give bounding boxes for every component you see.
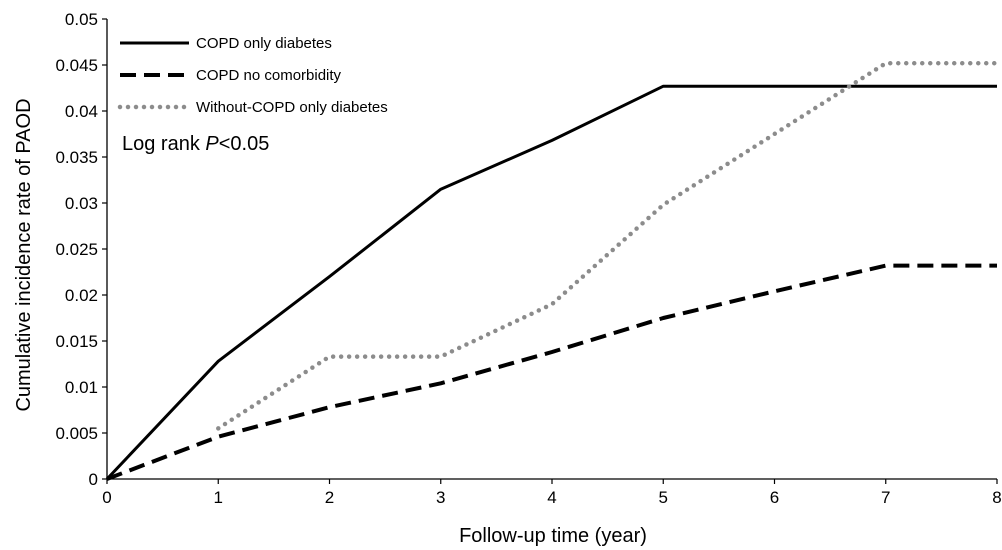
y-tick-label: 0.05 (65, 10, 98, 29)
y-tick-label: 0.02 (65, 286, 98, 305)
y-tick-label: 0.035 (55, 148, 98, 167)
annotation-suffix: <0.05 (219, 133, 270, 155)
y-tick-label: 0 (89, 470, 98, 489)
annotation-prefix: Log rank (122, 133, 205, 155)
y-tick-label: 0.04 (65, 102, 98, 121)
y-ticks: 0 0.005 0.01 0.015 0.02 0.025 0.03 0.035 0.04 0.0… (55, 10, 107, 489)
x-tick-label: 2 (325, 488, 334, 507)
series-lines (105, 60, 1000, 481)
y-tick-label: 0.045 (55, 56, 98, 75)
x-tick-label: 8 (992, 488, 1001, 507)
series-line-3 (216, 60, 1000, 431)
x-tick-label: 6 (770, 488, 779, 507)
y-tick-label: 0.015 (55, 332, 98, 351)
legend-label-1: COPD only diabetes (196, 35, 332, 52)
x-ticks: 0 1 2 3 4 5 6 7 8 (102, 479, 1002, 507)
series-line-1 (105, 84, 997, 481)
y-tick-label: 0.005 (55, 424, 98, 443)
x-tick-label: 0 (102, 488, 111, 507)
x-tick-label: 7 (881, 488, 890, 507)
y-axis-title-group: Cumulative incidence rate of PAOD (13, 98, 35, 411)
axes (106, 19, 997, 480)
legend-label-2: COPD no comorbidity (196, 67, 342, 84)
y-tick-label: 0.025 (55, 240, 98, 259)
x-axis-title: Follow-up time (year) (459, 525, 647, 547)
x-tick-label: 3 (436, 488, 445, 507)
series-line-2 (106, 263, 997, 481)
y-tick-label: 0.03 (65, 194, 98, 213)
log-rank-annotation: Log rank P<0.05 (122, 133, 269, 155)
annotation-p-italic: P (205, 133, 219, 155)
legend: COPD only diabetes COPD no comorbidity Wit… (117, 35, 388, 116)
x-tick-label: 4 (547, 488, 556, 507)
y-axis-title: Cumulative incidence rate of PAOD (13, 98, 35, 411)
legend-label-3: Without-COPD only diabetes (196, 99, 388, 116)
x-tick-label: 1 (214, 488, 223, 507)
x-tick-label: 5 (659, 488, 668, 507)
y-tick-label: 0.01 (65, 378, 98, 397)
